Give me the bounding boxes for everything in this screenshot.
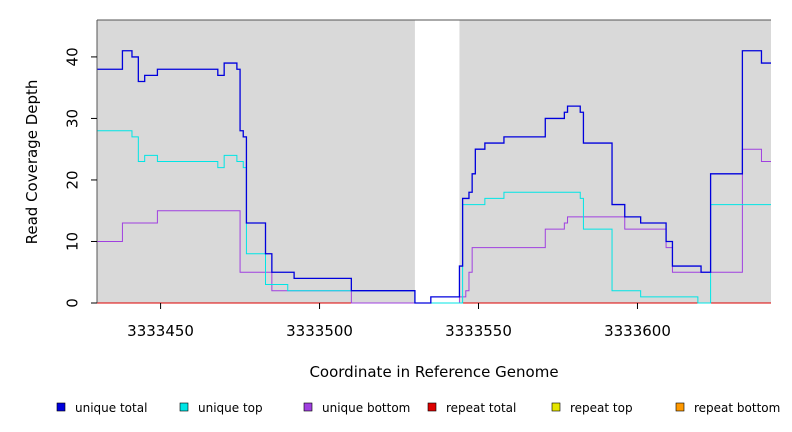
x-tick-label: 3333500 [286, 322, 353, 340]
legend-label-unique-total: unique total [75, 401, 147, 415]
plot-frame [96, 19, 771, 303]
legend-swatch-unique-total [56, 402, 66, 412]
legend-swatch-repeat-bottom [675, 402, 685, 412]
legend-label-unique-bottom: unique bottom [322, 401, 410, 415]
x-tick-label: 3333450 [127, 322, 194, 340]
x-tick-label: 3333600 [604, 322, 671, 340]
legend-swatch-unique-top [179, 402, 189, 412]
legend-label-repeat-top: repeat top [570, 401, 633, 415]
series-layer [97, 50, 771, 304]
x-axis-ticks: 3333450 3333500 3333550 3333600 [127, 303, 671, 340]
y-tick-label: 10 [64, 232, 82, 251]
legend-label-repeat-total: repeat total [446, 401, 516, 415]
y-axis-ticks: 0 10 20 30 40 [64, 47, 97, 308]
y-tick-label: 20 [64, 170, 82, 189]
legend-swatch-repeat-total [427, 402, 437, 412]
legend: unique total unique top unique bottom repea… [56, 401, 780, 415]
y-tick-label: 0 [64, 298, 82, 308]
y-tick-label: 40 [64, 47, 82, 66]
shaded-region-1 [97, 20, 415, 303]
legend-swatch-unique-bottom [303, 402, 313, 412]
x-axis-title: Coordinate in Reference Genome [309, 363, 558, 381]
shaded-region-2 [459, 20, 771, 303]
legend-swatch-repeat-top [551, 402, 561, 412]
series-line-unique-total [97, 50, 771, 304]
y-tick-label: 30 [64, 109, 82, 128]
shaded-regions [97, 20, 771, 303]
y-axis-title: Read Coverage Depth [23, 80, 41, 245]
legend-label-repeat-bottom: repeat bottom [694, 401, 780, 415]
legend-label-unique-top: unique top [198, 401, 263, 415]
series-line-unique-top [97, 130, 771, 304]
x-tick-label: 3333550 [445, 322, 512, 340]
